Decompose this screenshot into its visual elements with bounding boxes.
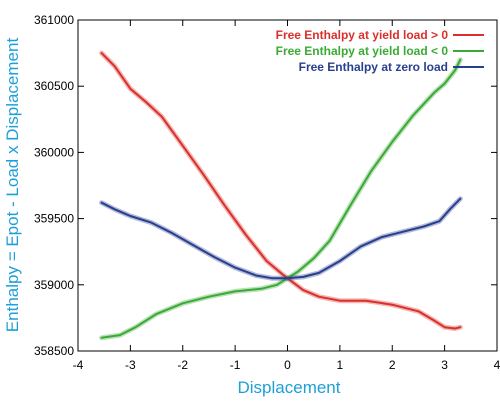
series-band-3	[99, 196, 463, 281]
series-band-1	[99, 50, 463, 331]
series-lines	[99, 50, 463, 341]
y-tick-label: 358500	[34, 344, 74, 358]
x-tick-label: 2	[389, 358, 396, 372]
y-tick-label: 361000	[34, 13, 74, 27]
y-tick-label: 359500	[34, 212, 74, 226]
legend-label-1: Free Enthalpy at yield load > 0	[276, 28, 449, 42]
x-tick-label: 0	[284, 358, 291, 372]
legend-label-2: Free Enthalpy at yield load < 0	[276, 44, 449, 58]
y-axis-title: Enthalpy = Epot - Load x Displacement	[3, 38, 22, 333]
series-line-3	[100, 197, 462, 280]
x-tick-label: -3	[125, 358, 136, 372]
series-band-2	[99, 57, 463, 341]
y-tick-label: 360000	[34, 145, 74, 159]
x-tick-label: -1	[230, 358, 241, 372]
axes: -4 -3 -2 -1 0 1 2 3 4 358500 359000 359500 360000 360…	[34, 13, 500, 372]
legend: Free Enthalpy at yield load > 0 Free Enth…	[276, 28, 484, 74]
x-tick-label: 1	[337, 358, 344, 372]
series-line-1	[100, 52, 462, 330]
x-tick-label: 4	[494, 358, 500, 372]
x-axis-title: Displacement	[238, 378, 341, 397]
y-tick-label: 360500	[34, 79, 74, 93]
series-line-2	[100, 58, 462, 339]
x-tick-label: -4	[73, 358, 84, 372]
y-tick-label: 359000	[34, 278, 74, 292]
x-tick-label: -2	[177, 358, 188, 372]
x-tick-label: 3	[441, 358, 448, 372]
legend-label-3: Free Enthalpy at zero load	[299, 60, 448, 74]
